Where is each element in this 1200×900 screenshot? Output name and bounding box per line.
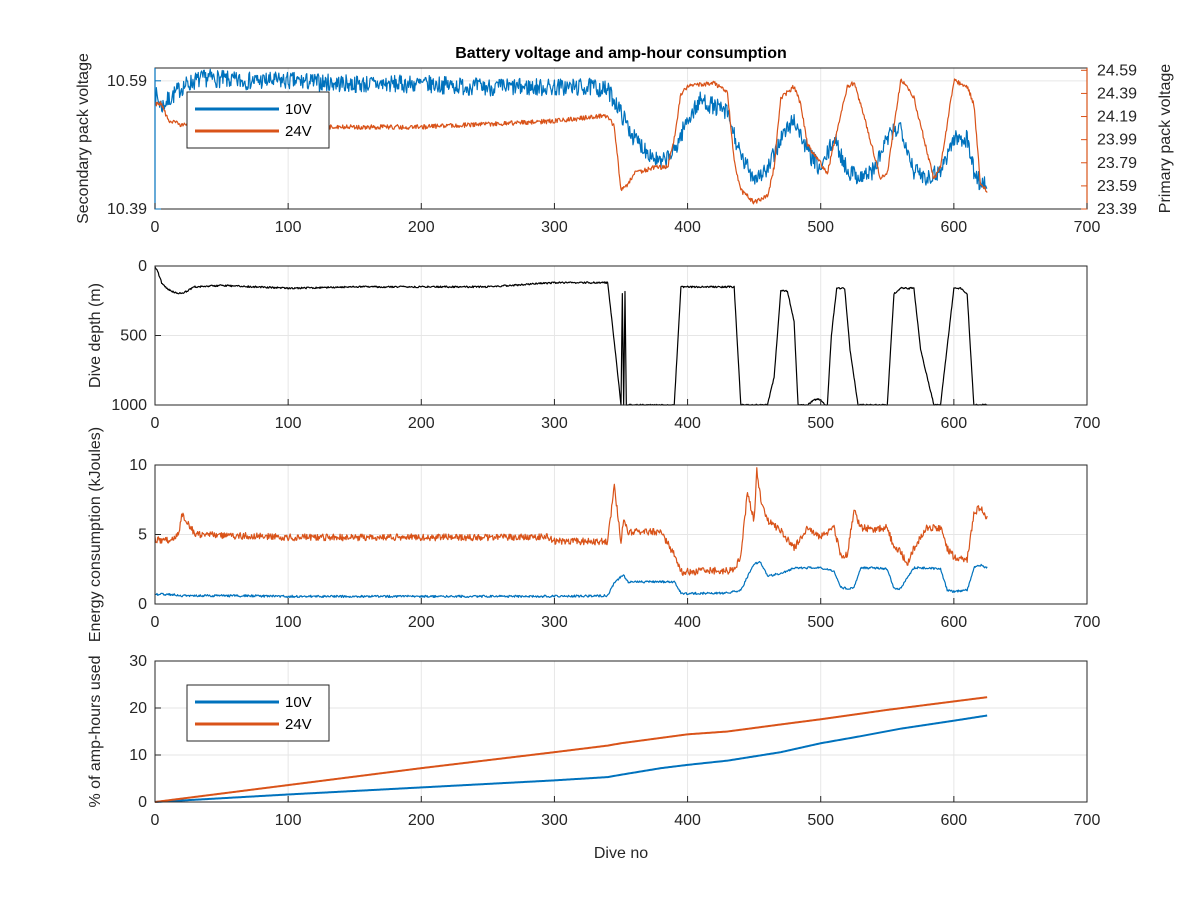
y-axis-label: Energy consumption (kJoules) xyxy=(87,427,104,642)
x-tick-label: 200 xyxy=(408,812,435,829)
x-tick-label: 0 xyxy=(151,812,160,829)
x-tick-label: 700 xyxy=(1074,415,1101,432)
y-tick-label: 500 xyxy=(120,328,147,345)
x-tick-label: 400 xyxy=(674,614,701,631)
series-line-2 xyxy=(154,467,988,576)
y-tick-label: 10 xyxy=(129,747,147,764)
figure-title: Battery voltage and amp-hour consumption xyxy=(455,45,787,62)
legend-label-24v: 24V xyxy=(285,123,312,140)
legend-label-24v: 24V xyxy=(285,716,312,733)
x-tick-label: 300 xyxy=(541,415,568,432)
x-tick-label: 500 xyxy=(807,415,834,432)
y-tick-label: 10.39 xyxy=(107,201,147,218)
x-tick-label: 100 xyxy=(275,614,302,631)
x-tick-label: 400 xyxy=(674,812,701,829)
x-tick-label: 700 xyxy=(1074,614,1101,631)
y-axis-label: Dive depth (m) xyxy=(87,283,104,388)
x-tick-label: 0 xyxy=(151,614,160,631)
series-line-10v xyxy=(154,714,988,803)
y-right-tick-label: 24.39 xyxy=(1097,85,1137,102)
legend-box xyxy=(186,91,330,149)
x-tick-label: 300 xyxy=(541,812,568,829)
x-tick-label: 100 xyxy=(275,415,302,432)
y-right-tick-label: 23.79 xyxy=(1097,155,1137,172)
subplot-2: 0 100 200 300 400 500 600 700 0 500 1000 Dive depth… xyxy=(87,258,1100,432)
x-tick-label: 700 xyxy=(1074,812,1101,829)
x-tick-label: 300 xyxy=(541,219,568,236)
y-tick-label: 10 xyxy=(129,457,147,474)
x-tick-label: 100 xyxy=(275,219,302,236)
x-tick-label: 500 xyxy=(807,614,834,631)
y-tick-label: 30 xyxy=(129,653,147,670)
x-tick-label: 600 xyxy=(941,415,968,432)
legend-label-10v: 10V xyxy=(285,101,312,118)
subplot-4: 0 100 200 300 400 500 600 700 0 10 20 30 % of amp-ho… xyxy=(87,653,1100,829)
y-tick-label: 0 xyxy=(138,258,147,275)
legend-label-10v: 10V xyxy=(285,694,312,711)
x-tick-label: 200 xyxy=(408,219,435,236)
x-tick-label: 600 xyxy=(941,812,968,829)
y-right-tick-label: 24.19 xyxy=(1097,109,1137,126)
subplot-1: 0 100 200 300 400 500 600 700 10.39 10.59 23.39 23.… xyxy=(75,53,1174,236)
y-right-tick-label: 23.59 xyxy=(1097,178,1137,195)
x-tick-label: 500 xyxy=(807,219,834,236)
axes-box xyxy=(154,660,1088,803)
x-tick-label: 400 xyxy=(674,415,701,432)
x-tick-label: 700 xyxy=(1074,219,1101,236)
subplots: 0 100 200 300 400 500 600 70010.3910.5923.3923.… xyxy=(75,53,1174,829)
y-tick-label: 10.59 xyxy=(107,73,147,90)
x-tick-label: 0 xyxy=(151,415,160,432)
x-tick-label: 300 xyxy=(541,614,568,631)
x-tick-label: 200 xyxy=(408,614,435,631)
series-line-1 xyxy=(154,266,988,406)
x-tick-label: 200 xyxy=(408,415,435,432)
y-tick-label: 5 xyxy=(138,527,147,544)
x-tick-label: 400 xyxy=(674,219,701,236)
y-tick-label: 1000 xyxy=(111,397,147,414)
y-right-axis-label: Primary pack voltage xyxy=(1157,64,1174,213)
x-tick-label: 500 xyxy=(807,812,834,829)
subplot-3: 0 100 200 300 400 500 600 700 0 5 10 Energy consump… xyxy=(87,427,1100,642)
y-right-tick-label: 23.39 xyxy=(1097,201,1137,218)
legend-box xyxy=(186,684,330,742)
series-line-10v xyxy=(154,68,988,191)
x-tick-label: 100 xyxy=(275,812,302,829)
y-axis-label: % of amp-hours used xyxy=(87,655,104,807)
series-line-24v xyxy=(154,696,988,803)
x-tick-label: 600 xyxy=(941,219,968,236)
x-axis-label: Dive no xyxy=(594,845,648,862)
y-tick-label: 0 xyxy=(138,596,147,613)
series-line-1 xyxy=(154,560,988,599)
y-tick-label: 20 xyxy=(129,700,147,717)
y-right-tick-label: 23.99 xyxy=(1097,132,1137,149)
y-axis-label: Secondary pack voltage xyxy=(75,53,92,224)
y-right-tick-label: 24.59 xyxy=(1097,62,1137,79)
x-tick-label: 600 xyxy=(941,614,968,631)
y-tick-label: 0 xyxy=(138,794,147,811)
x-tick-label: 0 xyxy=(151,219,160,236)
